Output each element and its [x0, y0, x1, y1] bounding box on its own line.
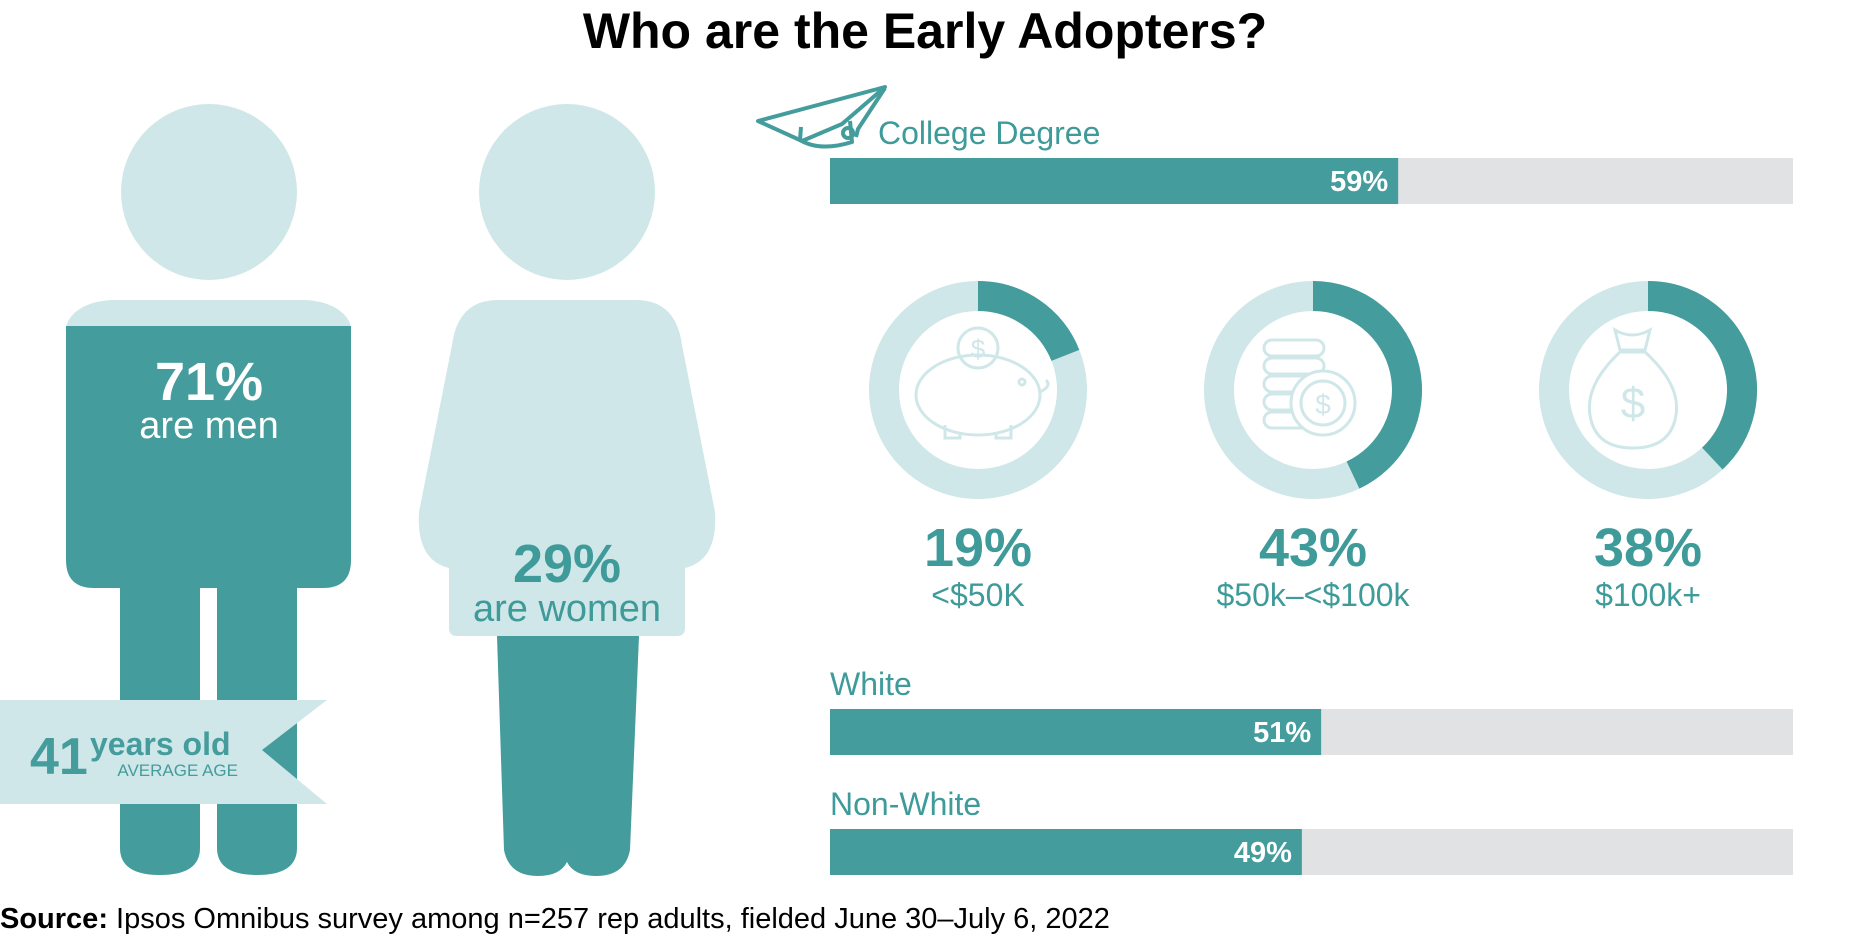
svg-text:$: $: [1621, 379, 1645, 428]
bar-value-label: 59%: [1330, 166, 1388, 198]
men-label: are men: [139, 405, 278, 447]
income-donut: 43%$50k–<$100k: [1204, 281, 1422, 613]
bar-value-label: 51%: [1253, 717, 1311, 749]
piggy-bank-icon: $: [914, 326, 1050, 440]
bar-value-label: 49%: [1234, 837, 1292, 869]
donut-label: $100k+: [1595, 577, 1701, 613]
bar-rows: College Degree 59% White 51% Non-White 49%: [830, 115, 1793, 875]
age-ribbon: 41 years old AVERAGE AGE: [0, 700, 327, 804]
money-bag-icon: $: [1587, 326, 1679, 450]
age-caption: AVERAGE AGE: [117, 761, 238, 780]
bar-label: Non-White: [830, 786, 981, 822]
age-unit: years old: [90, 726, 231, 762]
woman-dress: [418, 300, 716, 636]
source-note: Source: Ipsos Omnibus survey among n=257…: [0, 903, 1110, 936]
bar-label: College Degree: [878, 115, 1100, 151]
bar-fill: [830, 829, 1302, 875]
donut-segment: [1312, 281, 1422, 489]
svg-text:$: $: [971, 334, 986, 364]
graduation-cap-icon: [756, 85, 887, 149]
bar-label: White: [830, 666, 912, 702]
woman-legs: [497, 636, 639, 876]
donut-percent: 38%: [1594, 518, 1702, 578]
age-value: 41: [30, 728, 88, 786]
bar-row: Non-White 49%: [830, 786, 1793, 875]
bar-fill: [830, 709, 1322, 755]
source-text: Ipsos Omnibus survey among n=257 rep adu…: [116, 903, 1110, 935]
men-percent: 71%: [155, 352, 263, 412]
woman-head: [479, 104, 655, 280]
coin-stack-icon: $: [1262, 338, 1357, 437]
bar-row: College Degree 59%: [830, 115, 1793, 204]
donut-segment: [1647, 281, 1757, 470]
donut-percent: 43%: [1259, 518, 1367, 578]
bar-fill: [830, 158, 1399, 204]
page-title: Who are the Early Adopters?: [582, 3, 1268, 59]
donut-label: <$50K: [931, 577, 1024, 613]
donut-segment: [977, 281, 1080, 362]
donut-percent: 19%: [924, 518, 1032, 578]
women-percent: 29%: [513, 534, 621, 594]
income-donut: 38%$100k+: [1539, 281, 1757, 613]
svg-text:$: $: [1315, 389, 1331, 420]
women-label: are women: [473, 588, 661, 630]
woman-figure: 29% are women: [418, 104, 716, 876]
income-donut: 19%<$50K: [869, 281, 1087, 613]
man-head: [121, 104, 297, 280]
donut-label: $50k–<$100k: [1216, 577, 1410, 613]
bar-row: White 51%: [830, 666, 1793, 755]
source-label: Source:: [0, 903, 108, 935]
income-donuts: 19%<$50K 43%$50k–<$100k 38%$100k+: [869, 281, 1757, 613]
man-torso: [66, 326, 351, 588]
